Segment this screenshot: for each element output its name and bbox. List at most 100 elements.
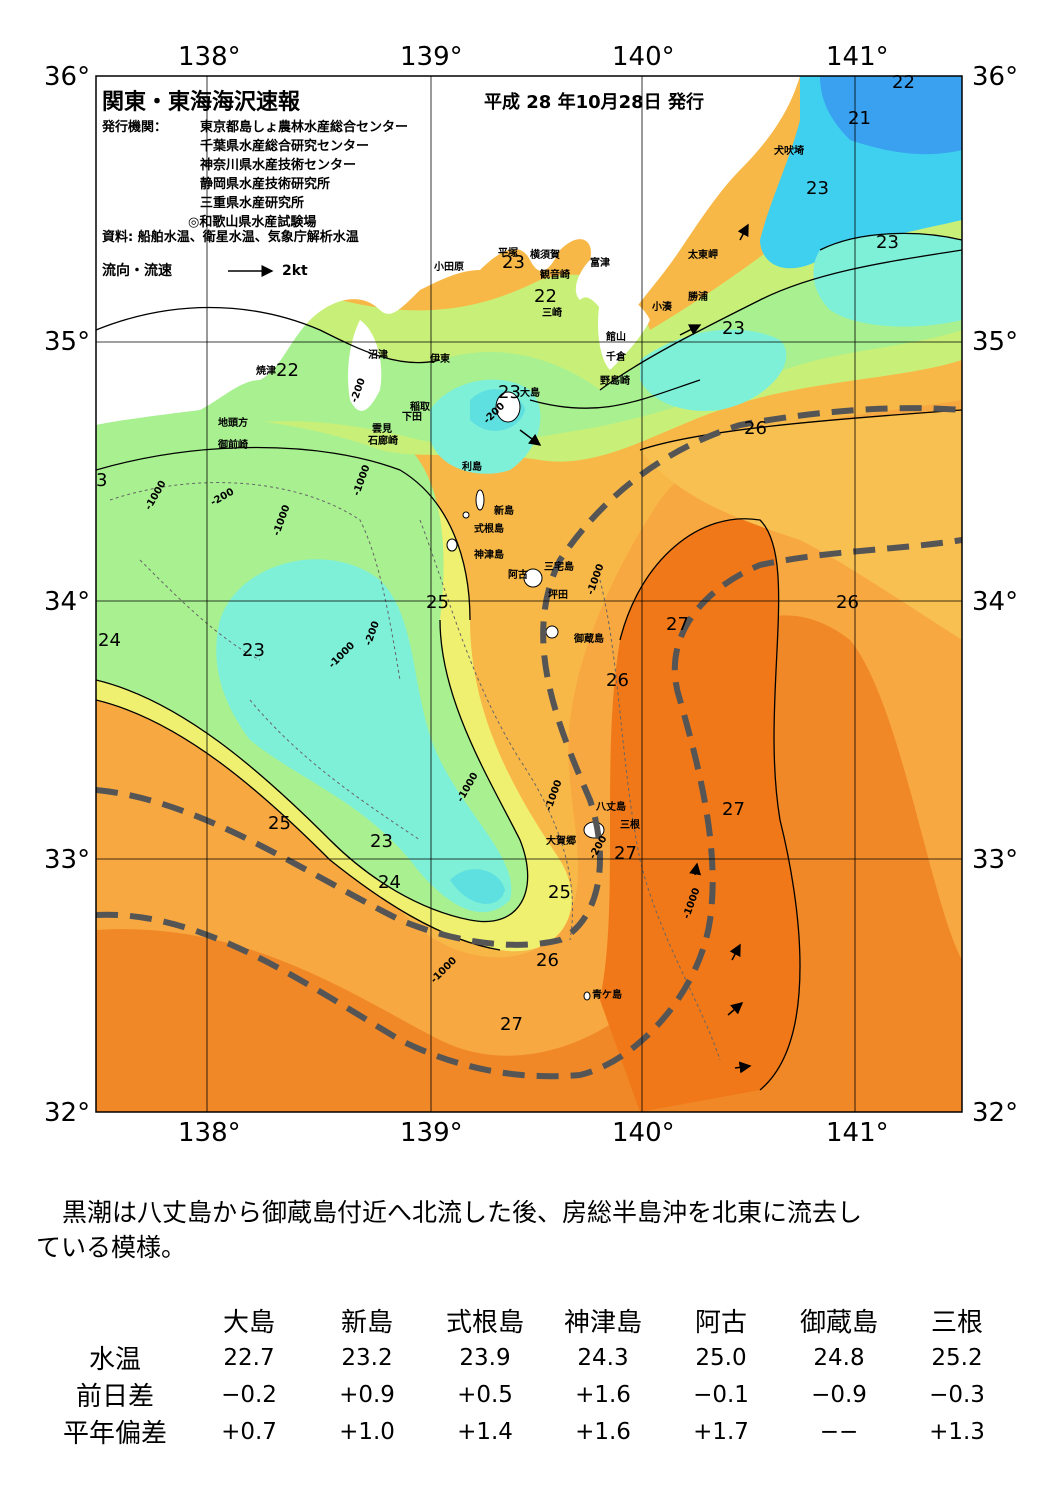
isotherm-label: 24 xyxy=(378,872,401,893)
isotherm-label: 22 xyxy=(892,72,915,93)
table-cell: 25.2 xyxy=(931,1344,983,1371)
lat-label-right: 36° xyxy=(972,62,1019,92)
table-cell: −− xyxy=(819,1418,859,1445)
lon-label-top: 138° xyxy=(178,42,241,72)
row-header: 前日差 xyxy=(75,1382,154,1412)
publisher: ◎和歌山県水産試験場 xyxy=(188,215,317,230)
isotherm-label: 26 xyxy=(536,950,559,971)
isotherm-label: 26 xyxy=(606,670,629,691)
place-label: 平塚 xyxy=(498,248,518,259)
lat-label-left: 33° xyxy=(44,845,91,875)
isotherm-label: 26 xyxy=(744,418,767,439)
publisher: 神奈川県水産技術センター xyxy=(200,158,357,173)
place-label: 稲取 xyxy=(410,402,430,413)
isotherm-label: 27 xyxy=(614,843,637,864)
table-cell: −0.2 xyxy=(221,1381,277,1408)
table-row: 水温 22.7 23.2 23.9 24.3 25.0 24.8 25.2 xyxy=(40,1339,1016,1376)
place-label: 勝浦 xyxy=(688,292,708,303)
publisher: 東京都島しょ農林水産総合センター xyxy=(200,120,409,135)
isotherm-label: 23 xyxy=(498,382,521,403)
place-label: 野島崎 xyxy=(600,376,630,387)
place-label: 観音崎 xyxy=(540,270,570,281)
place-label: 新島 xyxy=(494,506,514,517)
isotherm-label: 23 xyxy=(370,831,393,852)
row-header: 水温 xyxy=(88,1345,141,1375)
map-frame xyxy=(95,75,963,1113)
place-label: 横須賀 xyxy=(530,250,560,261)
summary-line: ている模様。 xyxy=(36,1233,187,1262)
table-cell: −0.3 xyxy=(929,1381,985,1408)
place-label: 雲見 xyxy=(372,424,392,435)
table-cell: +1.4 xyxy=(457,1418,513,1445)
lat-label-right: 33° xyxy=(972,845,1019,875)
table-header-row: 大島 新島 式根島 神津島 阿古 御蔵島 三根 xyxy=(40,1302,1016,1339)
table-row: 平年偏差 +0.7 +1.0 +1.4 +1.6 +1.7 −− +1.3 xyxy=(40,1413,1016,1450)
isotherm-label: 24 xyxy=(98,630,121,651)
isotherm-label: 22 xyxy=(534,286,557,307)
lon-label-bottom: 141° xyxy=(826,1118,889,1148)
place-label: 三宅島 xyxy=(544,562,574,573)
isotherm-label: 27 xyxy=(666,614,689,635)
depth-contours xyxy=(109,482,721,1061)
lon-label-bottom: 138° xyxy=(178,1118,241,1148)
publisher: 静岡県水産技術研究所 xyxy=(200,177,331,192)
lon-label-top: 141° xyxy=(826,42,889,72)
column-header: 大島 xyxy=(222,1308,275,1338)
place-label: 伊東 xyxy=(430,354,450,365)
column-header: 新島 xyxy=(340,1308,393,1338)
column-header: 御蔵島 xyxy=(799,1308,878,1338)
temperature-field xyxy=(96,76,962,1112)
place-label: 犬吠埼 xyxy=(774,146,804,157)
place-label: 大賀郷 xyxy=(546,836,576,847)
lat-label-right: 34° xyxy=(972,587,1019,617)
legend-label: 流向・流速 xyxy=(102,263,172,279)
isotherm-label: 21 xyxy=(848,108,871,129)
summary-line: 黒潮は八丈島から御蔵島付近へ北流した後、房総半島沖を北東に流去し xyxy=(62,1198,863,1227)
lat-label-left: 35° xyxy=(44,327,91,357)
isotherm-label: 25 xyxy=(426,592,449,613)
isotherm-label: 23 xyxy=(722,318,745,339)
isotherm-label: 23 xyxy=(502,252,525,273)
place-label: 利島 xyxy=(462,462,482,473)
table-cell: +1.3 xyxy=(929,1418,985,1445)
lat-label-right: 35° xyxy=(972,327,1019,357)
table-row: 前日差 −0.2 +0.9 +0.5 +1.6 −0.1 −0.9 −0.3 xyxy=(40,1376,1016,1413)
table-cell: −0.9 xyxy=(811,1381,867,1408)
table-cell: +0.9 xyxy=(339,1381,395,1408)
place-label: 館山 xyxy=(606,332,626,343)
place-label: 小湊 xyxy=(652,302,672,313)
column-header: 神津島 xyxy=(563,1308,642,1338)
place-label: 八丈島 xyxy=(596,802,626,813)
current-arrows xyxy=(519,223,752,1074)
row-header: 平年偏差 xyxy=(62,1419,167,1449)
place-label: 地頭方 xyxy=(218,418,248,429)
place-label: 御蔵島 xyxy=(574,634,604,645)
summary-text: 黒潮は八丈島から御蔵島付近へ北流した後、房総半島沖を北東に流去し ている模様。 xyxy=(36,1195,1036,1265)
publisher: 三重県水産研究所 xyxy=(200,196,305,211)
legend-scale: 2kt xyxy=(282,263,308,279)
table-cell: 22.7 xyxy=(223,1344,275,1371)
table-cell: +1.6 xyxy=(575,1418,631,1445)
place-label: 小田原 xyxy=(434,262,464,273)
table-cell: +1.7 xyxy=(693,1418,749,1445)
column-header: 三根 xyxy=(930,1308,983,1338)
place-label: 富津 xyxy=(590,258,610,269)
map-title: 関東・東海海沢速報 xyxy=(102,90,301,115)
kuroshio-axis xyxy=(96,405,962,1080)
lon-label-top: 140° xyxy=(612,42,675,72)
lon-label-bottom: 139° xyxy=(400,1118,463,1148)
column-header: 阿古 xyxy=(694,1308,747,1338)
place-label: 大島 xyxy=(520,388,540,399)
column-header: 式根島 xyxy=(445,1308,524,1338)
place-label: 式根島 xyxy=(474,524,504,535)
place-label: 焼津 xyxy=(256,366,276,377)
place-label: 沼津 xyxy=(368,350,388,361)
isotherm-lines xyxy=(96,232,962,1091)
place-label: 坪田 xyxy=(548,590,568,601)
isotherm-label: 23 xyxy=(876,232,899,253)
place-label: 石廊崎 xyxy=(368,436,398,447)
lat-label-left: 34° xyxy=(44,587,91,617)
publisher-list: 東京都島しょ農林水産総合センター 千葉県水産総合研究センター 神奈川県水産技術セ… xyxy=(188,118,409,232)
place-label: 下田 xyxy=(402,412,422,423)
